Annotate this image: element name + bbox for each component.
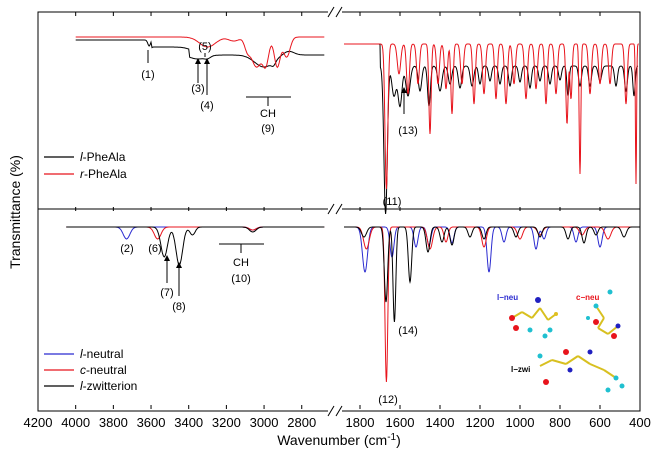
bottom-annotations: (2) (6) (7) (8) CH (10) (12) (14) bbox=[120, 243, 418, 406]
annotation-ch-bottom: CH bbox=[233, 257, 249, 269]
series-line-c-neutral-left bbox=[66, 226, 325, 240]
x-tick-label: 3600 bbox=[137, 415, 166, 430]
series-line-l-zwitterion-right bbox=[344, 226, 640, 323]
series-line-l-PheAla-left bbox=[75, 39, 325, 68]
annotation-3: (3) bbox=[191, 83, 204, 95]
series-line-l-zwitterion-left bbox=[66, 226, 325, 266]
series-line-r-PheAla-left bbox=[75, 36, 325, 69]
molecule-l-zwi-image bbox=[537, 349, 625, 393]
annotation-13: (13) bbox=[398, 125, 418, 137]
top-annotations: (1) (3) (4) (5) CH (9) (11) (13) bbox=[141, 41, 418, 208]
annotation-6: (6) bbox=[148, 243, 161, 255]
legend-label-c-neutral: c-neutral bbox=[80, 363, 127, 377]
molecule-label-c-neu: c−neu bbox=[576, 293, 599, 302]
x-tick-label: 600 bbox=[589, 415, 611, 430]
x-tick-label: 1200 bbox=[466, 415, 495, 430]
x-tick-label: 1400 bbox=[426, 415, 455, 430]
axis-break-bottom bbox=[327, 405, 343, 417]
x-tick-label: 1000 bbox=[506, 415, 535, 430]
x-tick-label: 4200 bbox=[24, 415, 53, 430]
molecule-label-l-neu: l−neu bbox=[497, 293, 518, 302]
y-axis-label: Transmittance (%) bbox=[7, 155, 23, 269]
annotation-ch-top: CH bbox=[260, 108, 276, 120]
annotation-9: (9) bbox=[261, 123, 274, 135]
top-panel-frame bbox=[37, 11, 641, 210]
annotation-8: (8) bbox=[172, 301, 185, 313]
x-tick-label: 1800 bbox=[346, 415, 375, 430]
x-tick-label: 1600 bbox=[386, 415, 415, 430]
x-tick-label: 2800 bbox=[287, 415, 316, 430]
x-tick-label: 3000 bbox=[250, 415, 279, 430]
annotation-2: (2) bbox=[120, 243, 133, 255]
annotation-11: (11) bbox=[383, 196, 402, 208]
molecule-c-neu-image bbox=[586, 289, 621, 339]
annotation-5: (5) bbox=[198, 41, 211, 53]
series-line-l-neutral-left bbox=[66, 226, 325, 240]
x-tick-label: 3400 bbox=[174, 415, 203, 430]
axis-break-top bbox=[327, 6, 343, 18]
x-axis-label: Wavenumber (cm-1) bbox=[277, 432, 401, 448]
molecule-insets: l−neu c−neu l−zwi bbox=[497, 289, 625, 393]
x-tick-label: 800 bbox=[549, 415, 571, 430]
x-tick-label: 3200 bbox=[212, 415, 241, 430]
legend-label-l-zwitterion: l-zwitterion bbox=[80, 379, 137, 393]
x-tick-label: 3800 bbox=[99, 415, 128, 430]
annotation-1: (1) bbox=[141, 69, 154, 81]
legend-bottom: l-neutral c-neutral l-zwitterion bbox=[44, 347, 137, 393]
annotation-4: (4) bbox=[200, 100, 213, 112]
annotation-12: (12) bbox=[378, 394, 398, 406]
axis-break-middle bbox=[327, 203, 343, 215]
x-tick-label: 400 bbox=[629, 415, 651, 430]
annotation-14: (14) bbox=[398, 325, 418, 337]
legend-label-r-phe: r-PheAla bbox=[80, 167, 127, 181]
legend-label-l-phe: l-PheAla bbox=[80, 150, 126, 164]
legend-label-l-neutral: l-neutral bbox=[80, 347, 123, 361]
legend-top: l-PheAla r-PheAla bbox=[44, 150, 127, 181]
series-line-r-PheAla-right bbox=[344, 43, 639, 190]
molecule-label-l-zwi: l−zwi bbox=[511, 365, 530, 374]
annotation-10: (10) bbox=[231, 273, 251, 285]
x-tick-label: 4000 bbox=[61, 415, 90, 430]
molecule-l-neu-image bbox=[509, 297, 558, 339]
annotation-7: (7) bbox=[160, 287, 173, 299]
